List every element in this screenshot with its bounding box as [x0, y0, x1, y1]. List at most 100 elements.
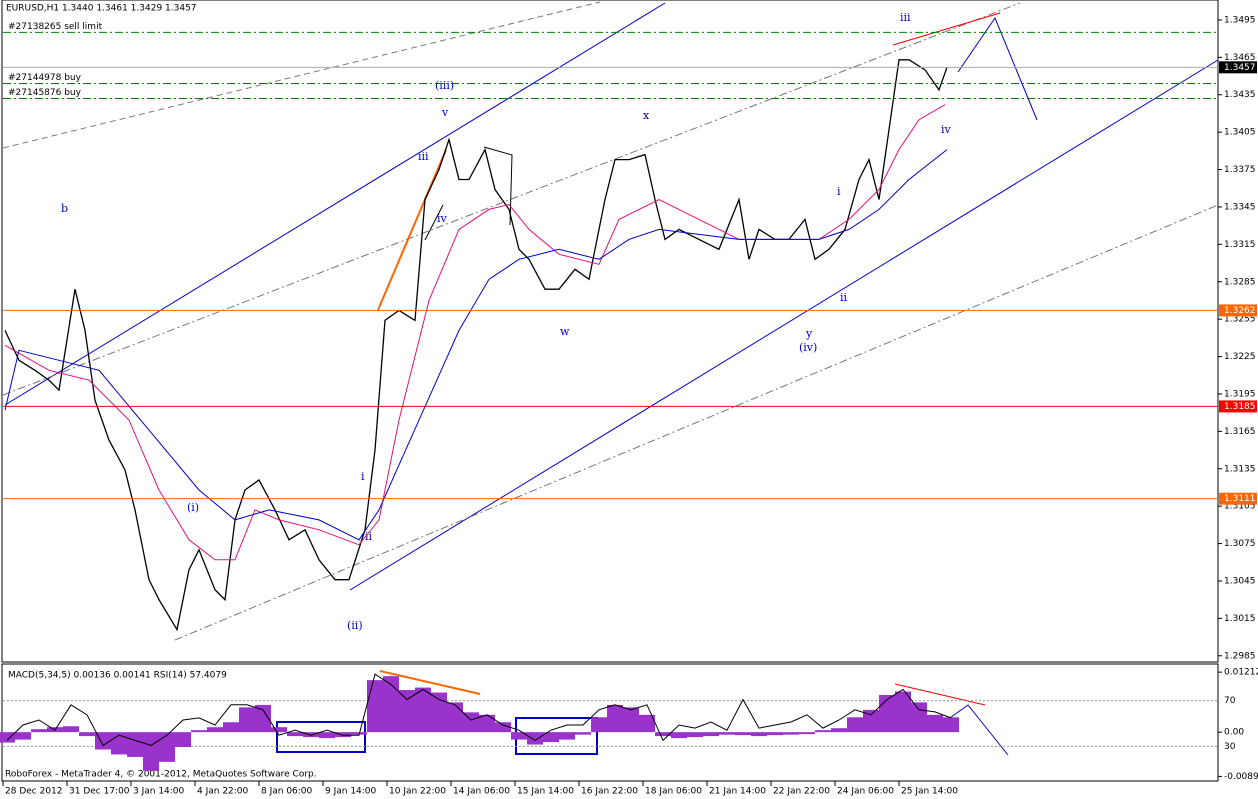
histogram-bar — [335, 732, 351, 738]
histogram-bar — [31, 729, 47, 733]
histogram-bar — [271, 727, 287, 733]
wave-label: ii — [365, 530, 373, 543]
footer: RoboForex - MetaTrader 4, © 2001-2012, M… — [5, 770, 317, 780]
histogram-bar — [79, 732, 95, 737]
x-tick-label: 22 Jan 22:00 — [773, 787, 830, 797]
chart-header: EURUSD,H1 1.3440 1.3461 1.3429 1.3457 — [6, 4, 197, 14]
series-line — [4, 149, 948, 541]
histogram-bar — [303, 732, 319, 738]
histogram-bar — [511, 732, 527, 740]
drawn-objects — [2, 1, 1219, 756]
y-tick-label: 1.2985 — [1224, 651, 1256, 661]
histogram-bar — [175, 732, 191, 748]
histogram-bar — [623, 707, 639, 733]
histogram-bar — [863, 709, 879, 733]
wave-label: iv — [941, 123, 952, 136]
wave-label: (i) — [187, 501, 199, 514]
histogram-bar — [767, 732, 783, 736]
y2-tick-label: 70 — [1224, 696, 1236, 706]
y-tick-label: 1.3315 — [1224, 240, 1256, 250]
x-tick-label: 3 Jan 14:00 — [133, 787, 185, 797]
channel-line — [2, 2, 1021, 396]
histogram-bar — [591, 717, 607, 733]
histogram-bar — [607, 704, 623, 733]
order-label: #27138265 sell limit — [8, 22, 103, 32]
y-tick-label: 1.3225 — [1224, 352, 1256, 362]
histogram-bar — [671, 732, 687, 739]
level-tag — [1219, 304, 1257, 317]
histogram-bar — [799, 732, 815, 735]
histogram-bar — [63, 726, 79, 733]
histogram-bar — [479, 714, 495, 733]
histogram-bar — [127, 732, 143, 757]
x-tick-label: 18 Jan 06:00 — [645, 787, 702, 797]
histogram-bar — [415, 687, 431, 733]
level-tag — [1219, 492, 1257, 505]
y-tick-label: 1.3195 — [1224, 389, 1256, 399]
indicator-panel — [1, 663, 1219, 782]
x-tick-label: 16 Jan 22:00 — [581, 787, 638, 797]
y-tick-label: -0.00893 — [1224, 772, 1258, 782]
histogram-bar — [735, 732, 751, 736]
histogram-bar — [847, 717, 863, 733]
series-line — [4, 59, 948, 632]
series-line — [6, 673, 952, 747]
series-line — [4, 104, 946, 561]
histogram-bar — [143, 732, 159, 771]
y-tick-label: 1.3285 — [1224, 277, 1256, 287]
x-tick-label: 14 Jan 06:00 — [453, 787, 510, 797]
histogram-bar — [815, 730, 831, 733]
y-tick-label: 1.3165 — [1224, 427, 1256, 437]
histogram-bar — [719, 732, 735, 735]
histogram-bar — [223, 722, 239, 733]
histogram-bar — [575, 732, 591, 735]
wave-line — [424, 204, 444, 241]
histogram-bar — [879, 695, 895, 733]
divergence-line — [892, 12, 1001, 46]
wave-line — [483, 146, 513, 226]
indicator-header: MACD(5,34,5) 0.00136 0.00141 RSI(14) 57.… — [8, 671, 227, 681]
histogram-bar — [495, 722, 511, 733]
histogram-bar — [911, 702, 927, 733]
wave-label: iii — [418, 150, 429, 163]
x-tick-label: 9 Jan 14:00 — [325, 787, 377, 797]
level-tag — [1219, 400, 1257, 413]
y-tick-label: 1.3045 — [1224, 576, 1256, 586]
x-tick-label: 4 Jan 22:00 — [197, 787, 249, 797]
y-tick-label: 1.3015 — [1224, 614, 1256, 624]
wave-label: i — [361, 470, 365, 483]
histogram-bar — [431, 692, 447, 733]
y-tick-label: 0.00 — [1224, 728, 1244, 738]
divergence-line — [894, 683, 986, 706]
histogram-bar — [447, 702, 463, 733]
y-tick-label: 1.3105 — [1224, 502, 1256, 512]
y-tick-label: 1.3465 — [1224, 53, 1256, 63]
histogram-bar — [703, 732, 719, 737]
histogram-bar — [0, 732, 15, 743]
wave-label: iii — [900, 11, 911, 24]
histogram-bar — [543, 732, 559, 743]
x-tick-label: 25 Jan 14:00 — [901, 787, 958, 797]
y-tick-label: 1.3135 — [1224, 464, 1256, 474]
trend-line — [4, 2, 666, 406]
histogram-bar — [895, 691, 911, 733]
x-tick-label: 28 Dec 2012 — [5, 787, 63, 797]
histogram-bar — [15, 732, 31, 740]
wave-label: w — [560, 325, 570, 338]
wave-label: (iii) — [435, 79, 454, 92]
last-price-label: 1.3457 — [1224, 63, 1256, 73]
histogram-bar — [527, 732, 543, 745]
y-tick-label: 1.3495 — [1224, 15, 1256, 25]
histogram-bar — [207, 727, 223, 733]
y-tick-label: 1.3075 — [1224, 539, 1256, 549]
x-tick-label: 8 Jan 06:00 — [261, 787, 313, 797]
y-tick-label: 1.3375 — [1224, 165, 1256, 175]
histogram-bar — [927, 714, 943, 733]
y2-tick-label: 30 — [1224, 742, 1236, 752]
wave-label: i — [837, 185, 841, 198]
histogram-bar — [255, 704, 271, 733]
y-tick-label: 1.3435 — [1224, 90, 1256, 100]
wave-label: ii — [840, 291, 848, 304]
histogram-bar — [687, 732, 703, 738]
